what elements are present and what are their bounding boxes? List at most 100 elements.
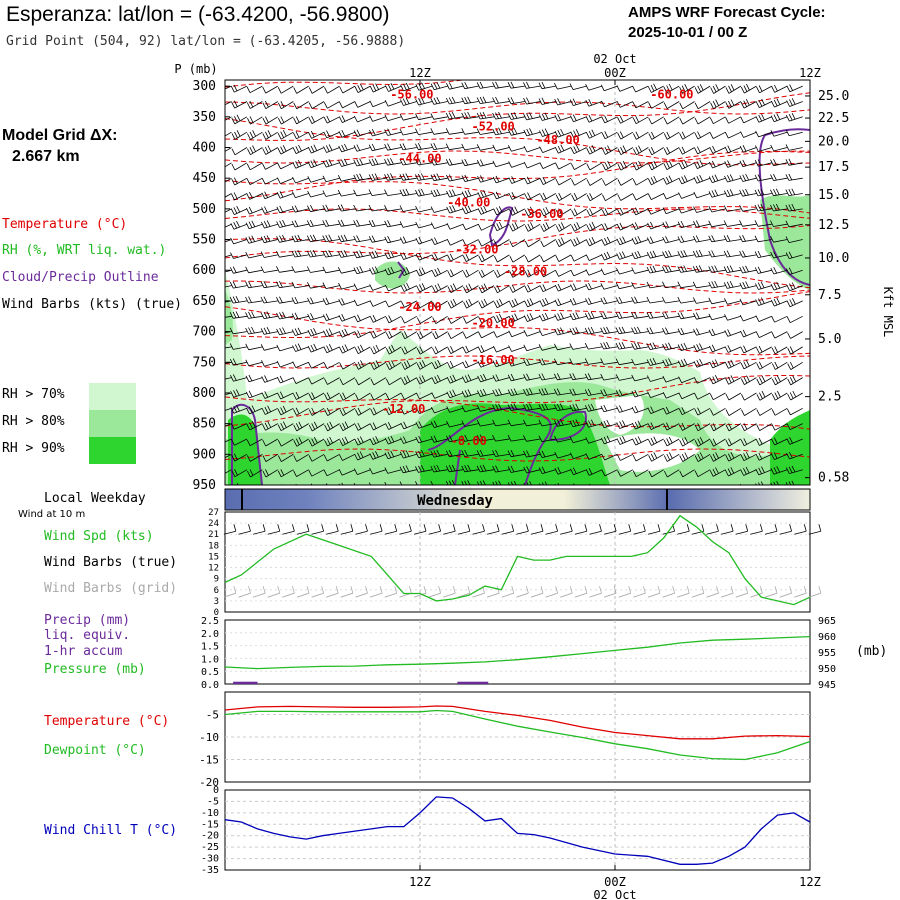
rh-legend: RH (%, WRT liq. wat.) bbox=[2, 243, 167, 258]
wind-barb bbox=[739, 265, 757, 274]
wind-barb bbox=[755, 281, 772, 290]
wind-barb bbox=[293, 421, 309, 432]
wind-barb bbox=[554, 128, 572, 138]
wind-barb bbox=[354, 451, 371, 461]
wind-barb bbox=[493, 221, 510, 232]
wind-barb bbox=[322, 282, 340, 289]
height-tick-label: 15.0 bbox=[818, 188, 849, 203]
wind-barb bbox=[355, 360, 371, 370]
wind-barb bbox=[692, 265, 711, 273]
wind-barb bbox=[755, 98, 772, 108]
wind-barb bbox=[787, 390, 803, 401]
wind-barb bbox=[461, 174, 479, 182]
wind-barb bbox=[338, 328, 356, 338]
wind-barb bbox=[492, 127, 510, 136]
wind-barb bbox=[322, 234, 340, 242]
grid-wind-barb bbox=[252, 586, 266, 598]
pressure-tick-label: 550 bbox=[193, 233, 216, 248]
wind-barb bbox=[354, 344, 371, 355]
wind-barb bbox=[370, 422, 387, 431]
grid-wind-barb bbox=[574, 586, 588, 598]
temperature-contour bbox=[225, 306, 810, 356]
wind-barb bbox=[461, 405, 479, 413]
wind-barb bbox=[787, 331, 803, 339]
pressure-line bbox=[224, 635, 811, 670]
precip-tick-label: 2.0 bbox=[201, 629, 219, 640]
wind-barb bbox=[355, 377, 371, 386]
pressure-tick-label: 750 bbox=[193, 355, 216, 370]
wind-barb bbox=[585, 114, 603, 123]
wind-barb bbox=[785, 129, 803, 137]
wind-barb bbox=[663, 436, 680, 447]
wind-barb bbox=[445, 96, 464, 105]
grid-wind-barb bbox=[326, 586, 339, 598]
wind-barb bbox=[524, 206, 541, 217]
wind-barb bbox=[368, 143, 386, 152]
wind-barb bbox=[678, 376, 695, 384]
wind-barb bbox=[523, 466, 541, 474]
wind-barb bbox=[368, 250, 386, 259]
wind-barb bbox=[355, 392, 371, 401]
wind-barb bbox=[569, 298, 587, 306]
wind-barb bbox=[646, 250, 664, 259]
wind-barb bbox=[507, 112, 525, 120]
wind-barb bbox=[554, 343, 572, 351]
wind-barb bbox=[384, 158, 402, 166]
wind-barb bbox=[786, 423, 803, 431]
wind-barb bbox=[293, 407, 309, 416]
wind-barb bbox=[524, 269, 541, 278]
wind-barb bbox=[723, 265, 741, 273]
wind-barb bbox=[554, 144, 572, 154]
wind-barb bbox=[617, 177, 634, 186]
wind-barb bbox=[276, 234, 294, 243]
wind-barb bbox=[554, 82, 572, 90]
height-tick-label: 20.0 bbox=[818, 134, 849, 149]
wind-barb bbox=[446, 406, 464, 413]
wind-barb bbox=[415, 113, 433, 121]
wind-barb bbox=[631, 296, 649, 304]
wind-barb bbox=[225, 346, 232, 349]
wind-barb bbox=[461, 111, 479, 120]
wind-barb bbox=[786, 267, 803, 275]
temperature-contour bbox=[225, 238, 810, 289]
wind-barb bbox=[225, 101, 232, 106]
wind-barb bbox=[463, 283, 479, 294]
wind-barb bbox=[400, 82, 417, 92]
wind-barb bbox=[384, 235, 402, 244]
wind-barb bbox=[538, 388, 556, 396]
wind-barb bbox=[415, 173, 433, 181]
wind-barb bbox=[586, 162, 603, 171]
wind-barb bbox=[569, 98, 587, 106]
wind-barb bbox=[339, 436, 356, 447]
model-grid-label: Model Grid ΔX: bbox=[2, 127, 118, 144]
wind-barb bbox=[260, 281, 278, 289]
wind-barb bbox=[337, 234, 356, 243]
wind-barb bbox=[430, 480, 448, 485]
wind-barb bbox=[663, 116, 680, 125]
wind-barb bbox=[602, 193, 618, 202]
wind-barb bbox=[416, 315, 433, 324]
wind-barb bbox=[307, 343, 325, 353]
wind-barb bbox=[492, 359, 510, 368]
grid-wind-barb bbox=[340, 586, 354, 598]
wind-barb bbox=[648, 101, 664, 109]
wind-barb bbox=[461, 420, 479, 427]
height-tick-label: 7.5 bbox=[818, 288, 841, 303]
pressure-unit: (mb) bbox=[856, 644, 887, 659]
wind-barb bbox=[585, 254, 603, 261]
wind-barb bbox=[308, 101, 325, 109]
pressure-legend: Pressure (mb) bbox=[44, 662, 146, 677]
grid-wind-barb bbox=[443, 586, 456, 598]
wind-barb bbox=[770, 113, 788, 123]
wind-barb bbox=[384, 205, 402, 212]
wind-barb bbox=[247, 145, 263, 156]
wind-barb bbox=[632, 436, 649, 446]
wind-barb bbox=[509, 254, 526, 263]
wind-barb bbox=[569, 403, 587, 412]
wind-barb bbox=[447, 253, 464, 262]
wind-barb bbox=[631, 250, 649, 260]
wind-barb bbox=[247, 116, 263, 125]
wind-barb bbox=[524, 239, 541, 248]
wind-barb bbox=[785, 220, 803, 228]
wind-barb bbox=[231, 438, 248, 446]
